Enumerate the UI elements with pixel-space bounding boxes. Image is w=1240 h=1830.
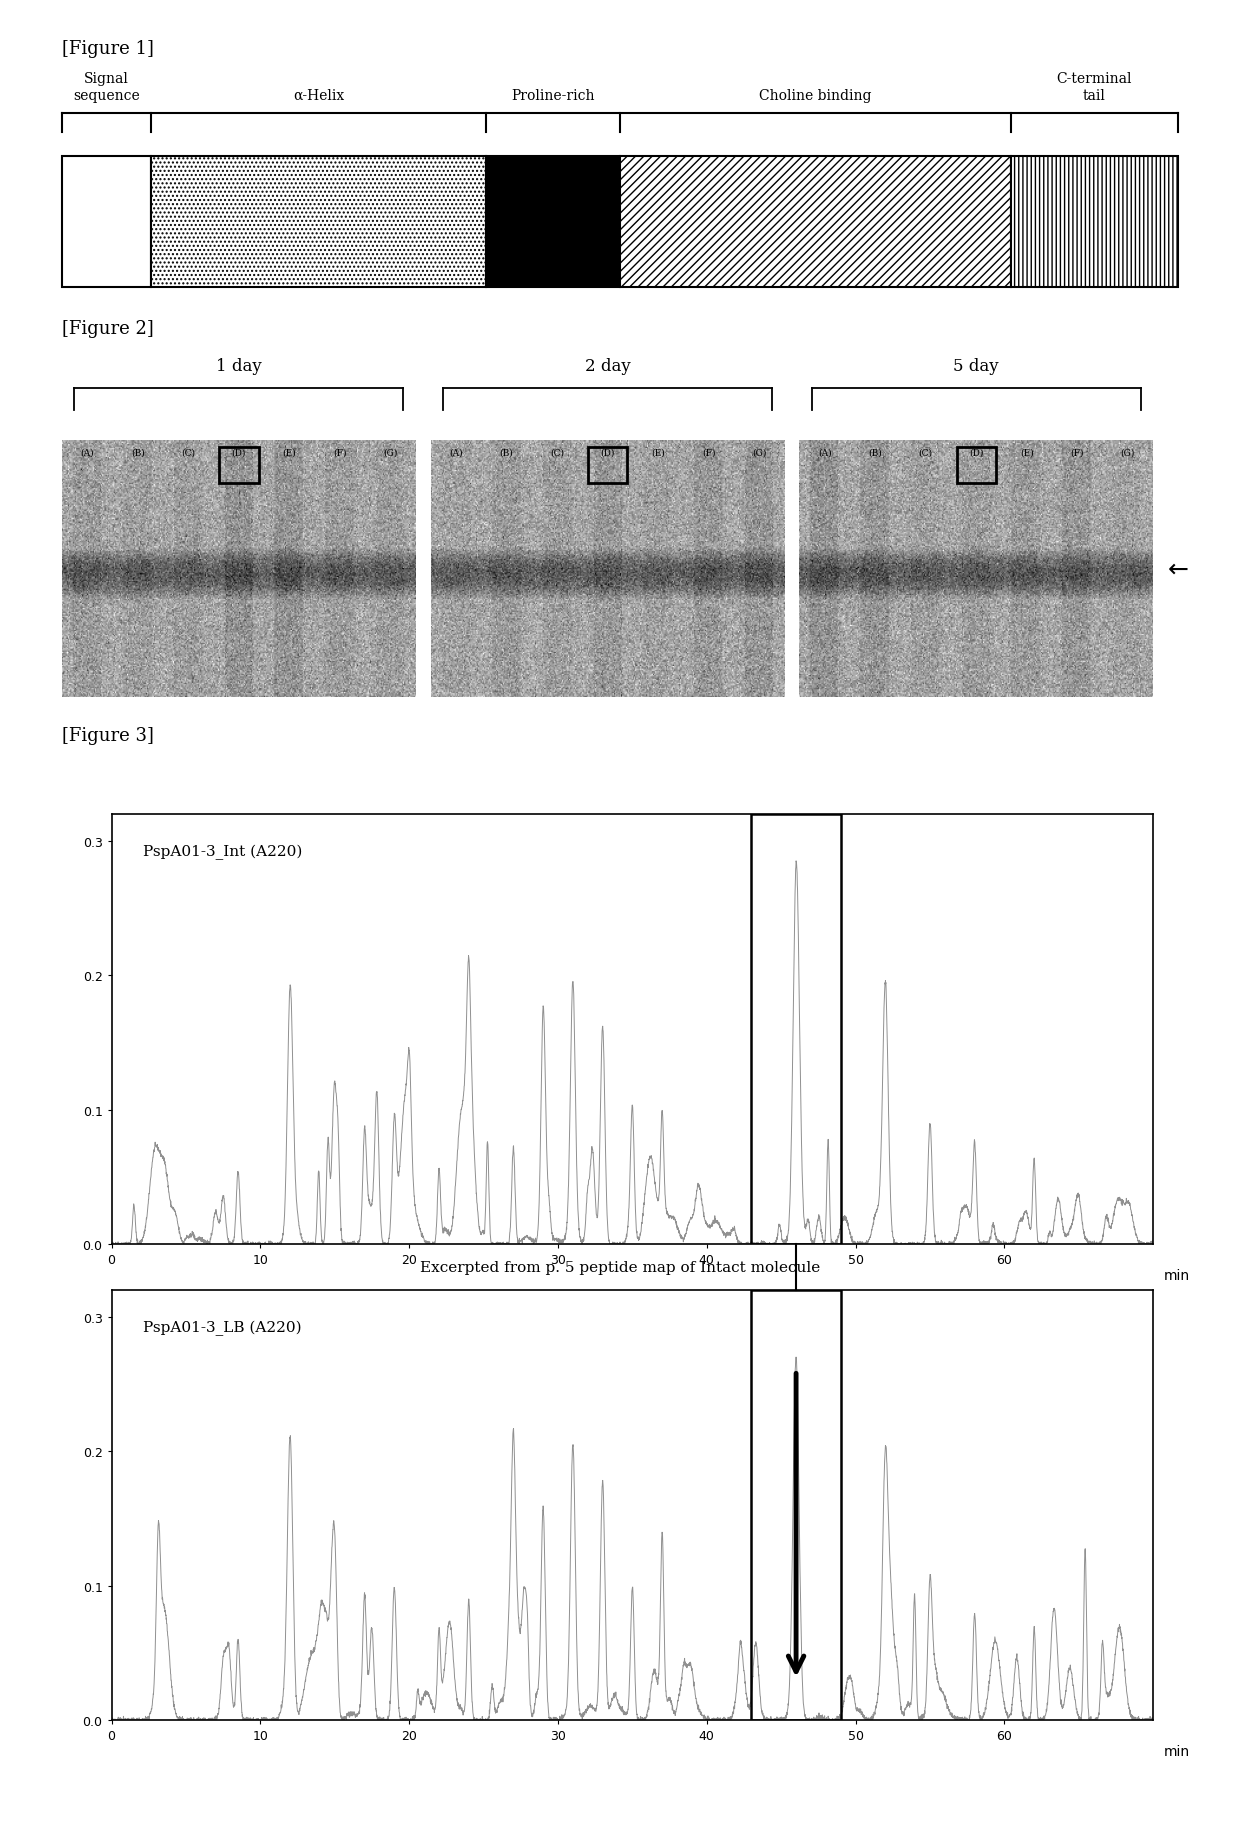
Text: (C): (C): [919, 448, 932, 458]
Text: (F): (F): [1070, 448, 1084, 458]
Text: (B): (B): [868, 448, 882, 458]
Text: ←: ←: [1168, 556, 1189, 580]
Text: (G): (G): [383, 448, 398, 458]
Text: 5 day: 5 day: [954, 357, 999, 375]
Bar: [486, 157, 620, 287]
Text: PspA01-3_Int (A220): PspA01-3_Int (A220): [143, 844, 303, 860]
Bar: [151, 157, 486, 287]
Text: (C): (C): [181, 448, 196, 458]
Text: (D): (D): [970, 448, 983, 458]
Bar: [1011, 157, 1178, 287]
Text: PspA01-3_LB (A220): PspA01-3_LB (A220): [143, 1319, 301, 1336]
Bar: [588, 448, 627, 485]
Text: (F): (F): [702, 448, 715, 458]
Bar: [956, 448, 996, 485]
Text: min: min: [1163, 1744, 1189, 1759]
Bar: [751, 814, 841, 1244]
Text: (B): (B): [131, 448, 145, 458]
Text: (C): (C): [551, 448, 564, 458]
Text: (E): (E): [283, 448, 296, 458]
Text: [Figure 2]: [Figure 2]: [62, 320, 154, 339]
Bar: [62, 157, 151, 287]
Text: min: min: [1163, 1268, 1189, 1283]
Text: (F): (F): [334, 448, 347, 458]
Text: C-terminal
tail: C-terminal tail: [1056, 73, 1132, 102]
Text: Proline-rich: Proline-rich: [511, 88, 595, 102]
Text: (G): (G): [751, 448, 766, 458]
Text: [Figure 3]: [Figure 3]: [62, 727, 154, 745]
Text: (D): (D): [232, 448, 246, 458]
Text: (A): (A): [818, 448, 832, 458]
Text: Choline binding: Choline binding: [759, 88, 872, 102]
Text: (A): (A): [449, 448, 463, 458]
Text: (B): (B): [500, 448, 513, 458]
Text: Excerpted from p. 5 peptide map of Intact molecule: Excerpted from p. 5 peptide map of Intac…: [420, 1261, 820, 1274]
Text: 1 day: 1 day: [216, 357, 262, 375]
Bar: [620, 157, 1011, 287]
Bar: [219, 448, 259, 485]
Text: [Figure 1]: [Figure 1]: [62, 40, 154, 59]
Text: (A): (A): [81, 448, 94, 458]
Text: (G): (G): [1121, 448, 1135, 458]
Text: (E): (E): [1021, 448, 1034, 458]
Text: (E): (E): [651, 448, 665, 458]
Text: 2 day: 2 day: [585, 357, 630, 375]
Text: (D): (D): [600, 448, 615, 458]
Bar: [751, 1290, 841, 1720]
Text: α-Helix: α-Helix: [293, 88, 345, 102]
Text: Signal
sequence: Signal sequence: [73, 73, 140, 102]
